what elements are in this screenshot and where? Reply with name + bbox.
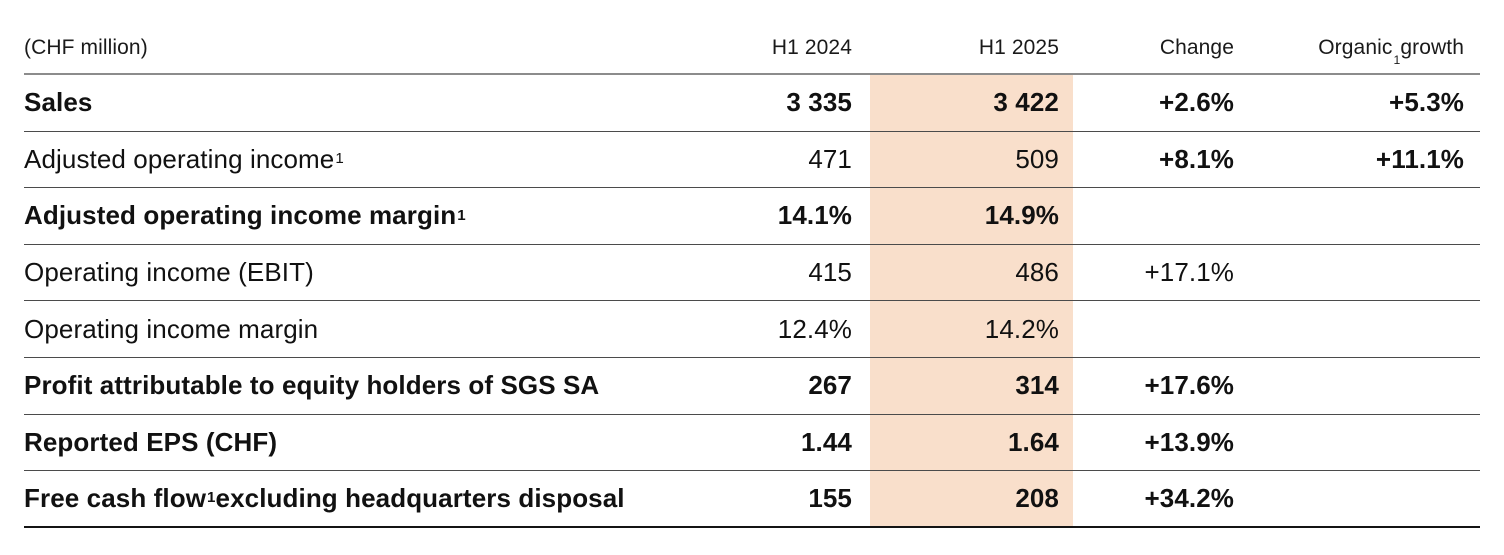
cell-organic-growth — [1248, 471, 1480, 526]
table-row-adjusted-operating-income: Adjusted operating income 1 471 509 +8.1%… — [24, 131, 1480, 189]
table-row-operating-income-ebit: Operating income (EBIT) 415 486 +17.1% — [24, 244, 1480, 302]
row-label-text: Profit attributable to equity holders of… — [24, 370, 600, 401]
cell-h1-2025: 208 — [870, 471, 1073, 526]
cell-organic-growth: +5.3% — [1389, 87, 1464, 118]
cell-h1-2024: 14.1% — [777, 200, 852, 231]
row-label: Adjusted operating income margin 1 — [24, 200, 466, 231]
table-row-adjusted-operating-income-margin: Adjusted operating income margin 1 14.1% … — [24, 188, 1480, 245]
cell-h1-2024: 415 — [808, 257, 852, 288]
row-label-text: Operating income margin — [24, 313, 319, 344]
col-header-text: growth — [1400, 36, 1464, 59]
cell-h1-2024: 471 — [808, 143, 852, 174]
table-row-sales: Sales 3 335 3 422 +2.6% +5.3% — [24, 75, 1480, 132]
row-label-text: Adjusted operating income margin — [24, 200, 457, 231]
cell-h1-2025: 3 422 — [870, 75, 1073, 131]
cell-h1-2025: 1.64 — [870, 414, 1073, 471]
cell-change — [1073, 301, 1248, 357]
row-label-text: Free cash flow — [24, 482, 207, 513]
cell-h1-2024: 3 335 — [786, 87, 852, 118]
row-label-text: excluding headquarters disposal — [215, 482, 625, 513]
cell-change: +13.9% — [1144, 426, 1234, 457]
row-label: Reported EPS (CHF) — [24, 415, 660, 471]
row-label: Operating income (EBIT) — [24, 245, 660, 301]
cell-organic-growth — [1248, 188, 1480, 244]
table-row-profit-attributable: Profit attributable to equity holders of… — [24, 357, 1480, 415]
row-label: Adjusted operating income 1 — [24, 143, 344, 174]
table-row-free-cash-flow: Free cash flow 1 excluding headquarters d… — [24, 471, 1480, 528]
col-header-h1-2024: H1 2024 — [771, 36, 852, 59]
cell-h1-2025: 14.2% — [870, 301, 1073, 357]
cell-change: +8.1% — [1159, 143, 1234, 174]
row-label: Sales — [24, 75, 660, 131]
row-label: Operating income margin — [24, 301, 660, 357]
col-header-change: Change — [1159, 36, 1234, 59]
cell-h1-2025: 314 — [870, 357, 1073, 414]
cell-organic-growth — [1248, 358, 1480, 414]
table-row-operating-income-margin: Operating income margin 12.4% 14.2% — [24, 301, 1480, 358]
table-header-row: (CHF million) H1 2024 H1 2025 Change Org… — [24, 0, 1480, 75]
cell-change — [1073, 188, 1248, 244]
cell-h1-2025: 509 — [870, 131, 1073, 188]
col-header-organic-growth: Organic 1 growth — [1318, 36, 1464, 67]
row-label: Profit attributable to equity holders of… — [24, 358, 660, 414]
row-label: Free cash flow 1 excluding headquarters d… — [24, 482, 625, 513]
cell-organic-growth: +11.1% — [1375, 143, 1464, 174]
cell-organic-growth — [1248, 245, 1480, 301]
cell-change: +17.6% — [1144, 370, 1234, 401]
cell-h1-2025: 486 — [870, 244, 1073, 301]
cell-h1-2025: 14.9% — [870, 188, 1073, 244]
cell-h1-2024: 12.4% — [777, 313, 852, 344]
cell-change: +2.6% — [1159, 87, 1234, 118]
cell-organic-growth — [1248, 301, 1480, 357]
table-row-reported-eps: Reported EPS (CHF) 1.44 1.64 +13.9% — [24, 414, 1480, 472]
row-label-text: Adjusted operating income — [24, 143, 335, 174]
row-label-text: Operating income (EBIT) — [24, 257, 314, 288]
row-label-text: Reported EPS (CHF) — [24, 426, 278, 457]
cell-h1-2024: 1.44 — [800, 426, 852, 457]
financial-highlights-table: (CHF million) H1 2024 H1 2025 Change Org… — [24, 0, 1480, 528]
cell-organic-growth — [1248, 415, 1480, 471]
col-header-h1-2025: H1 2025 — [978, 36, 1059, 59]
cell-change: +17.1% — [1144, 257, 1234, 288]
cell-h1-2024: 267 — [808, 370, 852, 401]
cell-h1-2024: 155 — [808, 482, 852, 513]
unit-label: (CHF million) — [24, 36, 148, 59]
col-header-text: Organic — [1318, 36, 1393, 59]
row-label-text: Sales — [24, 87, 93, 118]
cell-change: +34.2% — [1144, 482, 1234, 513]
